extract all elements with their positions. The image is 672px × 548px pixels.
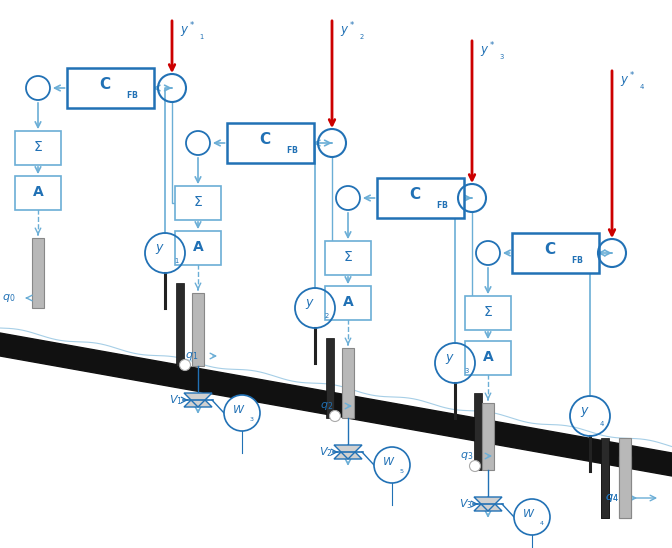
Text: $q_4$: $q_4$	[605, 492, 619, 504]
Bar	[192, 293, 204, 366]
FancyBboxPatch shape	[175, 231, 221, 265]
Bar	[601, 438, 609, 518]
Text: $q_{3}$: $q_{3}$	[460, 450, 473, 462]
Text: A: A	[343, 295, 353, 309]
Text: $_{\mathbf{FB}}$: $_{\mathbf{FB}}$	[286, 145, 298, 157]
Bar	[482, 403, 494, 470]
FancyBboxPatch shape	[15, 131, 61, 165]
Text: $_{4}$: $_{4}$	[639, 82, 645, 92]
Text: $\Sigma$: $\Sigma$	[483, 305, 493, 319]
Text: A: A	[482, 350, 493, 364]
Text: $V_{2}$: $V_{2}$	[319, 445, 333, 459]
Text: $y^*$: $y^*$	[180, 20, 196, 39]
Text: $y^*$: $y^*$	[340, 20, 355, 39]
FancyBboxPatch shape	[465, 341, 511, 375]
Text: $y^*$: $y^*$	[480, 40, 495, 60]
Bar	[619, 456, 631, 518]
Circle shape	[374, 447, 410, 483]
Bar	[32, 238, 44, 308]
Text: $_{1}$: $_{1}$	[199, 32, 205, 42]
Polygon shape	[474, 497, 502, 511]
Text: $y$: $y$	[305, 297, 315, 311]
Text: $W$: $W$	[522, 507, 536, 519]
Text: $\Sigma$: $\Sigma$	[193, 195, 203, 209]
Text: $\mathbf{C}$: $\mathbf{C}$	[409, 186, 421, 202]
FancyBboxPatch shape	[226, 123, 314, 163]
Text: $_{\mathbf{FB}}$: $_{\mathbf{FB}}$	[126, 90, 138, 102]
Circle shape	[514, 499, 550, 535]
Text: $y$: $y$	[580, 405, 590, 419]
Text: $q_{0}$: $q_{0}$	[2, 292, 15, 304]
FancyBboxPatch shape	[325, 286, 371, 320]
FancyBboxPatch shape	[511, 233, 599, 273]
FancyBboxPatch shape	[376, 178, 464, 218]
Text: $_{3}$: $_{3}$	[464, 366, 470, 376]
Polygon shape	[474, 497, 502, 511]
Text: $_{3}$: $_{3}$	[249, 414, 255, 424]
FancyBboxPatch shape	[67, 68, 153, 108]
Circle shape	[224, 395, 260, 431]
Bar	[342, 348, 354, 418]
Polygon shape	[334, 445, 362, 459]
Text: A: A	[193, 240, 204, 254]
Text: $_{1}$: $_{1}$	[174, 256, 180, 266]
FancyBboxPatch shape	[465, 296, 511, 330]
Text: $_{3}$: $_{3}$	[499, 52, 505, 62]
Text: $_{\mathbf{FB}}$: $_{\mathbf{FB}}$	[435, 200, 448, 212]
Text: $_{2}$: $_{2}$	[324, 311, 330, 321]
Bar	[326, 338, 334, 418]
Bar	[619, 438, 631, 518]
Text: $q_{1}$: $q_{1}$	[185, 350, 198, 362]
Bar	[474, 393, 482, 470]
Text: $W$: $W$	[382, 455, 396, 467]
Polygon shape	[334, 445, 362, 459]
Text: $q_{4}$: $q_{4}$	[605, 492, 619, 504]
Text: $_{2}$: $_{2}$	[359, 32, 365, 42]
Text: $_{4}$: $_{4}$	[599, 419, 605, 429]
Bar	[601, 448, 609, 518]
Circle shape	[329, 410, 341, 421]
Text: $\mathbf{C}$: $\mathbf{C}$	[544, 241, 556, 257]
FancyBboxPatch shape	[175, 186, 221, 220]
Text: $y$: $y$	[155, 242, 165, 256]
Circle shape	[470, 460, 480, 471]
Polygon shape	[184, 393, 212, 407]
Text: $\mathbf{C}$: $\mathbf{C}$	[259, 131, 271, 147]
Text: $\Sigma$: $\Sigma$	[33, 140, 43, 154]
Circle shape	[179, 359, 190, 370]
Text: $_{4}$: $_{4}$	[539, 518, 545, 528]
Text: $\mathbf{C}$: $\mathbf{C}$	[99, 76, 111, 92]
Text: $V_{3}$: $V_{3}$	[459, 497, 472, 511]
Text: $y$: $y$	[445, 352, 455, 366]
FancyBboxPatch shape	[15, 176, 61, 210]
Text: $\Sigma$: $\Sigma$	[343, 250, 353, 264]
Text: A: A	[33, 185, 44, 199]
Text: $_{5}$: $_{5}$	[399, 466, 405, 476]
Text: $y^*$: $y^*$	[620, 70, 636, 90]
Text: $q_{2}$: $q_{2}$	[320, 400, 333, 412]
Polygon shape	[184, 393, 212, 407]
Text: $W$: $W$	[233, 403, 246, 415]
Bar	[176, 283, 184, 366]
FancyBboxPatch shape	[325, 241, 371, 275]
Text: $_{\mathbf{FB}}$: $_{\mathbf{FB}}$	[571, 255, 583, 267]
Text: $V_{1}$: $V_{1}$	[169, 393, 183, 407]
